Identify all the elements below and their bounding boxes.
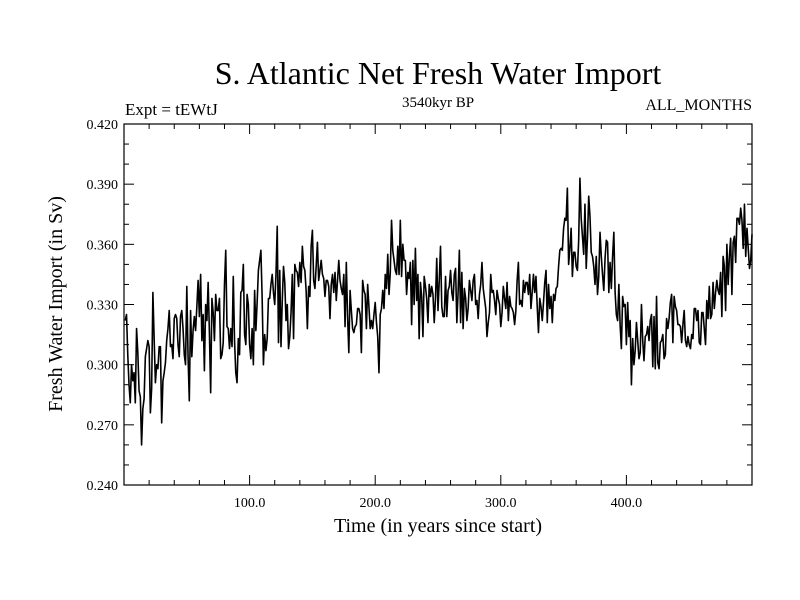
chart-title: S. Atlantic Net Fresh Water Import [215, 55, 662, 91]
y-tick-labels: 0.240 0.270 0.300 0.330 0.360 0.390 0.420 [87, 118, 119, 494]
x-axis-label: Time (in years since start) [334, 515, 542, 537]
y-tick-label: 0.390 [87, 178, 119, 193]
y-tick-label: 0.240 [87, 479, 119, 494]
y-tick-label: 0.300 [87, 359, 119, 374]
y-tick-label: 0.270 [87, 419, 119, 434]
x-tick-label: 400.0 [611, 496, 643, 511]
y-tick-label: 0.330 [87, 299, 119, 314]
series-line-fresh-water-import [124, 177, 753, 446]
experiment-label: Expt = tEWtJ [125, 100, 218, 119]
x-tick-label: 200.0 [359, 496, 391, 511]
months-label: ALL_MONTHS [645, 97, 752, 114]
x-tick-label: 100.0 [234, 496, 266, 511]
y-tick-label: 0.420 [87, 118, 119, 133]
y-axis-label: Fresh Water Import (in Sv) [45, 196, 67, 412]
x-tick-labels: 100.0 200.0 300.0 400.0 [234, 496, 642, 511]
period-label: 3540kyr BP [402, 95, 474, 111]
y-tick-label: 0.360 [87, 238, 119, 253]
x-tick-label: 300.0 [485, 496, 517, 511]
